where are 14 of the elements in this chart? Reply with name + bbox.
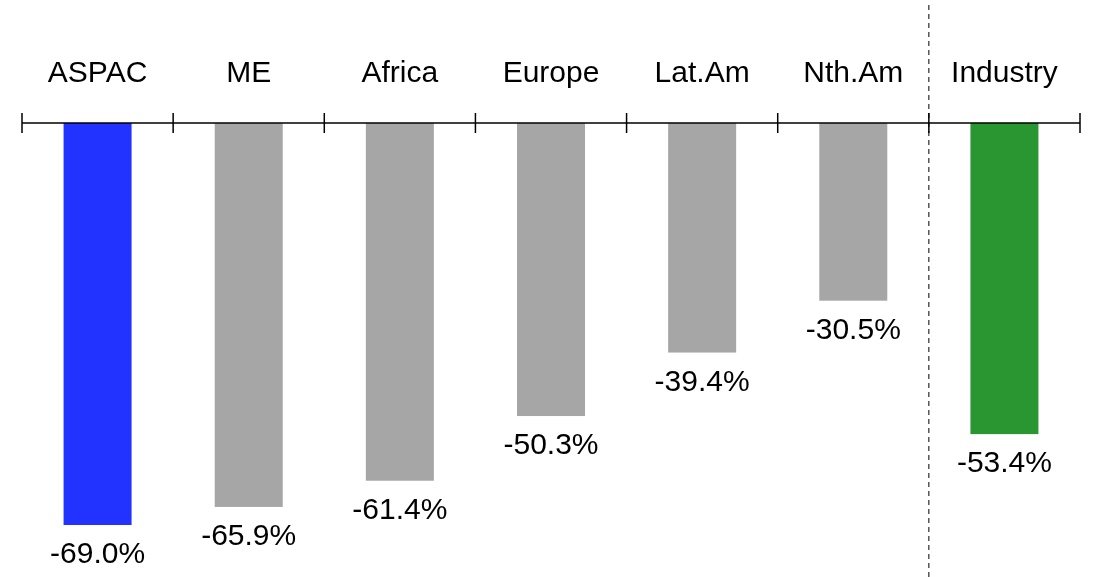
data-label: -30.5% [805,311,901,345]
data-label: -53.4% [956,445,1052,479]
x-tick-label: Industry [951,55,1058,88]
x-tick-label: ME [226,55,272,88]
data-label: -39.4% [654,363,750,397]
data-label: -61.4% [352,491,448,525]
x-tick-label: Lat.Am [654,55,750,88]
x-tick-label: Europe [502,55,600,88]
data-label: -65.9% [201,517,297,551]
x-tick-label: ASPAC [47,55,148,88]
data-label: -50.3% [503,427,599,461]
x-tick-label: Africa [361,55,439,88]
data-label: -69.0% [50,536,146,569]
x-tick-label: Nth.Am [803,55,904,88]
